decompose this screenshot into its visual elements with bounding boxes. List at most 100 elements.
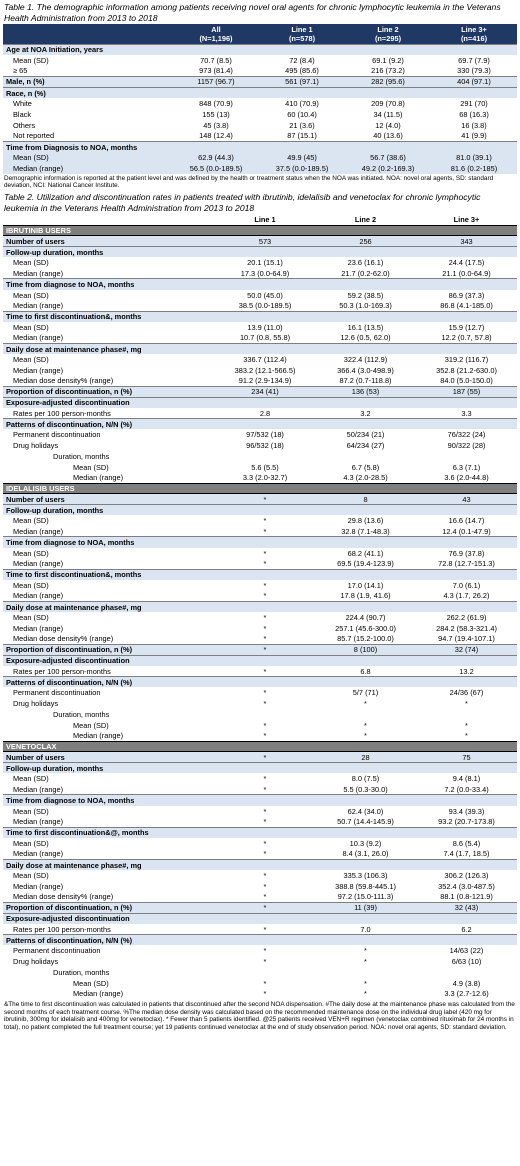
row-value <box>215 451 315 462</box>
table-row: Others 45 (3.8) 21 (3.6) 12 (4.0) 16 (3.8) <box>3 120 517 131</box>
row-value: 284.2 (58.3-321.4) <box>436 623 497 633</box>
row-value <box>315 600 416 613</box>
row-value <box>215 912 315 924</box>
table-row: Time from diagnose to NOA, months <box>3 278 517 290</box>
row-label: Black <box>13 109 32 119</box>
row-value: 2.8 <box>259 408 271 418</box>
row-value: * <box>364 699 367 708</box>
row-value: 6.3 (7.1) <box>452 462 481 472</box>
row-value: 3.3 <box>461 408 472 418</box>
row-value: 69.1 (9.2) <box>372 55 404 65</box>
row-value <box>215 794 315 806</box>
row-value: 91.2 (2.9-134.9) <box>238 376 292 386</box>
row-value: 75 <box>416 751 517 763</box>
row-label: Permanent discontinuation <box>13 688 101 698</box>
table-row: Mean (SD) 20.1 (15.1) 23.6 (16.1) 24.4 (17.… <box>3 257 517 268</box>
table-row: Median (range) * * * <box>3 730 517 741</box>
row-value <box>416 762 517 774</box>
row-value <box>416 246 517 258</box>
row-value: 343 <box>416 235 517 247</box>
row-value: 40 (13.6) <box>373 131 403 141</box>
row-label: Race, n (%) <box>3 86 173 99</box>
row-label: Median (range) <box>13 849 64 859</box>
row-value: * <box>364 946 367 956</box>
table-row: Time to first discontinuation&, months <box>3 568 517 580</box>
row-value <box>315 504 416 516</box>
row-value: * <box>263 559 267 568</box>
row-value <box>315 568 416 580</box>
row-value: 388.8 (59.8-445.1) <box>335 881 396 891</box>
row-value <box>259 43 345 55</box>
row-value: 50/234 (21) <box>346 430 385 440</box>
row-value <box>416 676 517 688</box>
row-value: * <box>215 493 315 505</box>
row-value <box>416 709 517 720</box>
row-value: 88.1 (0.8-121.9) <box>440 892 493 902</box>
table-row: Median (range) 38.5 (0.0-189.5) 50.3 (1.0-… <box>3 300 517 311</box>
row-label: Median (range) <box>13 163 64 173</box>
row-value: 352.4 (3.0-487.5) <box>438 881 495 891</box>
row-value: 87.2 (0.7-118.8) <box>339 376 392 386</box>
row-label: Median dose density% (range) <box>13 892 114 902</box>
row-value: 5/7 (71) <box>352 688 379 698</box>
row-value <box>259 140 345 153</box>
table-row: Mean (SD) 5.6 (5.5) 6.7 (5.8) 6.3 (7.1) <box>3 462 517 473</box>
row-value: 87 (15.1) <box>287 131 317 141</box>
row-label: Male, n (%) <box>3 76 173 88</box>
row-label: Mean (SD) <box>13 871 49 880</box>
table-row: Rates per 100 person-months * 6.8 13.2 <box>3 666 517 677</box>
row-value: * <box>263 731 267 740</box>
row-value: * <box>263 978 267 988</box>
row-value: 6.8 <box>360 666 371 676</box>
row-value: 366.4 (3.0-498.9) <box>337 365 394 375</box>
row-label: Patterns of discontinuation, N/N (%) <box>3 934 215 946</box>
row-label: Mean (SD) <box>13 613 49 622</box>
row-value: 38.5 (0.0-189.5) <box>238 301 292 310</box>
row-value <box>315 826 416 838</box>
row-value <box>416 967 517 978</box>
row-value <box>315 740 416 753</box>
row-value: 257.1 (45.6-300.0) <box>335 623 396 633</box>
row-value: * <box>215 751 315 763</box>
row-label: Drug holidays <box>13 441 59 450</box>
row-value: 187 (55) <box>416 385 517 398</box>
row-value <box>215 709 315 720</box>
table-row: Drug holidays 96/532 (18) 64/234 (27) 90/32… <box>3 440 517 451</box>
row-value: * <box>263 548 267 558</box>
table-row: Mean (SD) * 29.8 (13.6) 16.6 (14.7) <box>3 515 517 526</box>
section-bar-row: IDELALISIB USERS <box>3 482 517 495</box>
row-label: Median (range) <box>13 623 64 633</box>
table-row: Patterns of discontinuation, N/N (%) <box>3 676 517 688</box>
table-row: Permanent discontinuation * 5/7 (71) 24/36 … <box>3 687 517 698</box>
table-row: Follow-up duration, months <box>3 762 517 774</box>
table-row: Not reported 148 (12.4) 87 (15.1) 40 (13.6)… <box>3 131 517 142</box>
row-value: * <box>263 720 267 730</box>
row-label: Exposure-adjusted discontinuation <box>3 396 215 408</box>
row-value: 50.0 (45.0) <box>247 290 283 300</box>
table-row: Proportion of discontinuation, n (%) 234 … <box>3 385 517 398</box>
row-label: Duration, months <box>53 709 110 719</box>
row-value: 404 (97.1) <box>431 76 517 88</box>
row-label: Drug holidays <box>13 699 59 708</box>
row-value: 50.7 (14.4-145.9) <box>337 817 394 826</box>
row-value: 59.2 (38.5) <box>347 290 384 300</box>
table-row: Median (range) * 69.5 (19.4-123.9) 72.8 (12… <box>3 558 517 569</box>
row-value: 96/532 (18) <box>246 441 284 450</box>
table-row: Rates per 100 person-months 2.8 3.2 3.3 <box>3 408 517 419</box>
table-row: Drug holidays * * 6/63 (10) <box>3 956 517 967</box>
row-value <box>416 740 517 753</box>
row-value <box>215 278 315 290</box>
row-label: Median (range) <box>13 784 64 794</box>
table-row: Median (range) * 5.5 (0.3-30.0) 7.2 (0.0-33… <box>3 784 517 795</box>
row-value: 3.3 (2.0-32.7) <box>242 473 288 482</box>
row-value <box>315 246 416 258</box>
row-label: Patterns of discontinuation, N/N (%) <box>3 676 215 688</box>
table-row: Mean (SD) * 335.3 (106.3) 306.2 (126.3) <box>3 870 517 881</box>
row-value: 7.0 <box>360 924 371 934</box>
table1-note: Demographic information is reported at t… <box>4 174 494 190</box>
row-label: Not reported <box>13 131 55 141</box>
row-value <box>259 86 345 99</box>
table-row: Median dose density% (range) 91.2 (2.9-13… <box>3 376 517 387</box>
header-cell: Line 2 <box>315 214 416 226</box>
